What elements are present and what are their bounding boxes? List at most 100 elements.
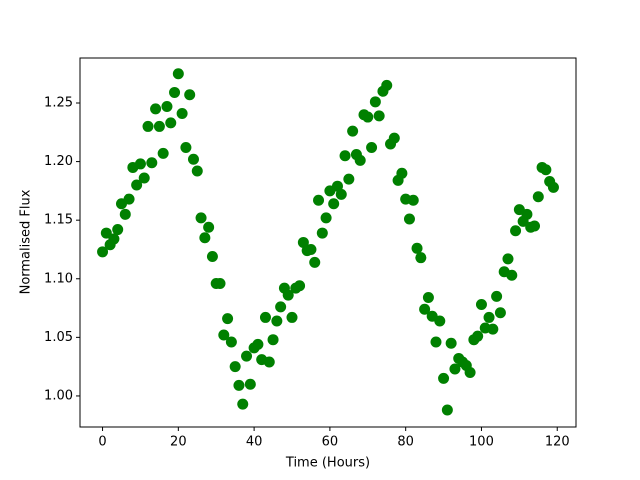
point: [225, 336, 237, 348]
point: [286, 311, 298, 323]
point: [161, 101, 173, 113]
point: [180, 142, 192, 154]
point: [415, 252, 427, 264]
plot-frame: [79, 57, 577, 428]
point: [335, 188, 347, 200]
point: [123, 193, 135, 205]
point: [112, 224, 124, 236]
point: [176, 108, 188, 120]
point: [373, 110, 385, 122]
point: [131, 179, 143, 191]
point: [411, 242, 423, 254]
point: [487, 323, 499, 335]
y-axis-label: Normalised Flux: [19, 189, 34, 294]
point: [305, 243, 317, 255]
point: [472, 330, 484, 342]
point: [422, 292, 434, 304]
point: [396, 167, 408, 179]
point: [320, 212, 332, 224]
point: [275, 301, 287, 313]
point: [313, 194, 325, 206]
point: [172, 68, 184, 80]
point: [464, 367, 476, 379]
point: [195, 212, 207, 224]
point: [218, 329, 230, 341]
point: [184, 89, 196, 101]
point: [441, 404, 453, 416]
point: [331, 180, 343, 192]
point: [328, 198, 340, 210]
x-tick-label: 40: [246, 435, 263, 450]
point: [343, 173, 355, 185]
x-tick-label: 0: [98, 435, 106, 450]
point: [100, 227, 112, 239]
point: [214, 277, 226, 289]
point: [506, 269, 518, 281]
x-tick-label: 60: [322, 435, 339, 450]
point: [263, 356, 275, 368]
point: [259, 311, 271, 323]
point: [153, 120, 165, 132]
point: [362, 111, 374, 123]
point: [203, 221, 215, 233]
point: [199, 232, 211, 244]
point: [237, 398, 249, 410]
point: [169, 86, 181, 98]
point: [521, 208, 533, 220]
x-tick-label: 120: [545, 435, 570, 450]
point: [419, 303, 431, 315]
point: [388, 132, 400, 144]
point: [294, 280, 306, 292]
y-tick-label: 1.15: [44, 213, 73, 228]
point: [547, 181, 559, 193]
point: [252, 338, 264, 350]
point: [206, 251, 218, 263]
point: [449, 363, 461, 375]
point: [119, 208, 131, 220]
point: [138, 172, 150, 184]
x-tick-label: 100: [469, 435, 494, 450]
point: [339, 150, 351, 162]
point: [233, 379, 245, 391]
point: [134, 158, 146, 170]
point: [494, 307, 506, 319]
y-tick-label: 1.25: [44, 95, 73, 110]
point: [510, 225, 522, 237]
point: [366, 142, 378, 154]
point: [108, 233, 120, 245]
point: [407, 194, 419, 206]
point: [347, 125, 359, 137]
point: [540, 164, 552, 176]
point: [491, 290, 503, 302]
point: [316, 227, 328, 239]
point: [244, 378, 256, 390]
x-tick-label: 80: [397, 435, 414, 450]
point: [403, 213, 415, 225]
point: [191, 165, 203, 177]
point: [532, 191, 544, 203]
point: [483, 311, 495, 323]
point: [222, 313, 234, 325]
point: [445, 337, 457, 349]
point: [438, 372, 450, 384]
point: [297, 236, 309, 248]
y-tick-label: 1.00: [44, 388, 73, 403]
point: [157, 147, 169, 159]
point: [354, 154, 366, 166]
point: [241, 350, 253, 362]
point: [165, 117, 177, 129]
y-tick-label: 1.10: [44, 271, 73, 286]
point: [309, 256, 321, 268]
point: [430, 336, 442, 348]
x-axis-label: Time (Hours): [285, 456, 370, 471]
point: [369, 96, 381, 108]
point: [475, 299, 487, 311]
point: [282, 289, 294, 301]
point: [529, 220, 541, 232]
point: [187, 153, 199, 165]
point: [271, 315, 283, 327]
point: [434, 315, 446, 327]
point: [142, 120, 154, 132]
point: [381, 79, 393, 91]
